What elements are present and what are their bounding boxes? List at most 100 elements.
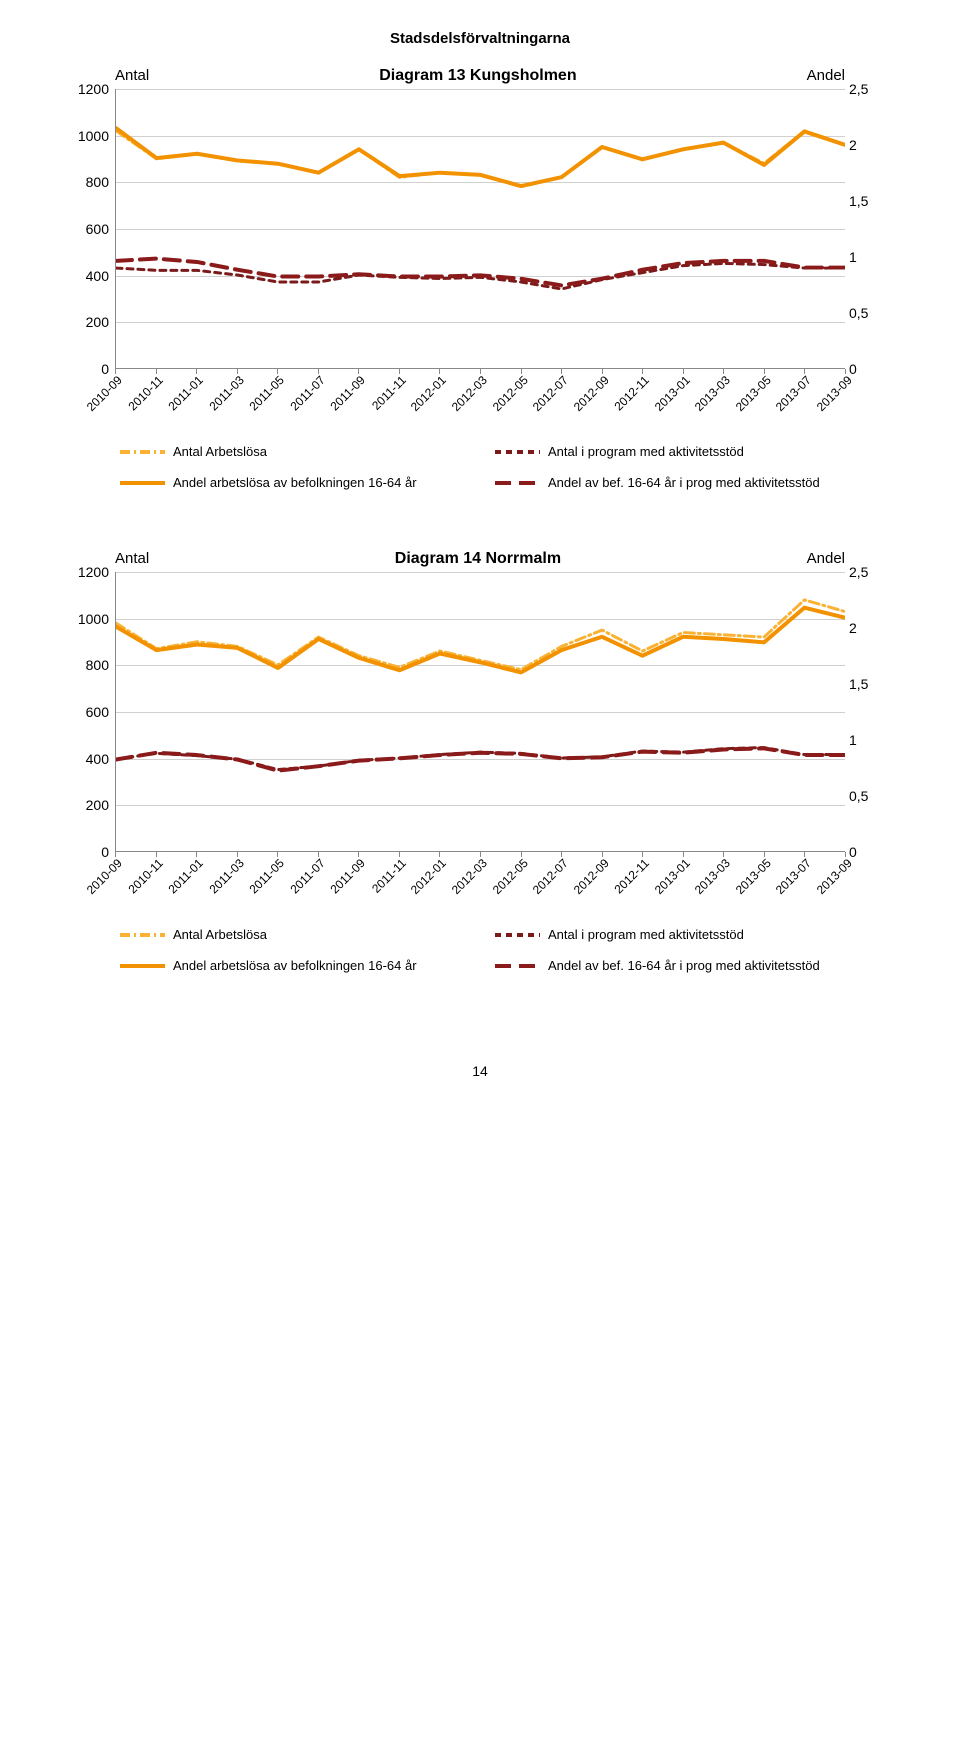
plot-wrap: 02004006008001000120000,511,522,52010-09… — [115, 572, 845, 892]
legend-item: Andel av bef. 16-64 år i prog med aktivi… — [495, 475, 840, 490]
y-tick-right: 2,5 — [847, 81, 893, 97]
legend-label: Antal Arbetslösa — [173, 927, 267, 942]
series-antal_arbetslosa — [116, 600, 845, 670]
x-tick-label: 2013-03 — [692, 856, 733, 897]
y-axis-right: 00,511,522,5 — [847, 89, 895, 369]
y-tick-left: 1000 — [65, 128, 111, 144]
x-tick-label: 2011-09 — [328, 856, 368, 896]
y-tick-right: 1 — [847, 732, 893, 748]
y-tick-left: 800 — [65, 174, 111, 190]
series-svg — [116, 572, 845, 851]
y-axis-left: 020040060080010001200 — [65, 572, 113, 852]
y-tick-left: 400 — [65, 268, 111, 284]
x-tick-label: 2010-09 — [84, 856, 125, 897]
x-tick-label: 2011-07 — [287, 856, 327, 896]
legend-label: Antal i program med aktivitetsstöd — [548, 444, 744, 459]
x-tick-label: 2011-09 — [328, 373, 368, 413]
axis-label-right: Andel — [807, 67, 845, 85]
x-tick-label: 2012-01 — [408, 373, 449, 414]
axis-label-left: Antal — [115, 67, 149, 85]
legend: Antal Arbetslösa Antal i program med akti… — [120, 444, 840, 490]
x-tick-label: 2011-01 — [166, 373, 206, 413]
y-tick-left: 200 — [65, 797, 111, 813]
y-axis-left: 020040060080010001200 — [65, 89, 113, 369]
chart-kungsholmen: AntalDiagram 13 KungsholmenAndel02004006… — [65, 67, 895, 490]
series-andel_arbetslosa — [116, 128, 845, 186]
x-tick-label: 2010-11 — [125, 856, 165, 896]
y-tick-left: 800 — [65, 657, 111, 673]
plot-area — [115, 572, 845, 852]
x-tick-label: 2012-01 — [408, 856, 449, 897]
x-tick-label: 2011-03 — [206, 373, 246, 413]
y-tick-left: 1200 — [65, 81, 111, 97]
x-tick-label: 2012-11 — [612, 856, 652, 896]
legend-label: Andel arbetslösa av befolkningen 16-64 å… — [173, 958, 417, 973]
x-tick-label: 2012-03 — [449, 373, 490, 414]
legend-item: Antal i program med aktivitetsstöd — [495, 927, 840, 942]
legend-label: Andel av bef. 16-64 år i prog med aktivi… — [548, 958, 820, 973]
axis-label-left: Antal — [115, 550, 149, 568]
legend-label: Antal i program med aktivitetsstöd — [548, 927, 744, 942]
legend-item: Andel av bef. 16-64 år i prog med aktivi… — [495, 958, 840, 973]
x-tick-label: 2011-11 — [369, 856, 409, 896]
legend-swatch — [495, 476, 540, 490]
y-tick-right: 1,5 — [847, 193, 893, 209]
x-tick-label: 2012-03 — [449, 856, 490, 897]
y-tick-right: 0,5 — [847, 305, 893, 321]
x-tick-label: 2012-07 — [530, 856, 571, 897]
x-tick-label: 2013-01 — [652, 373, 693, 414]
y-tick-right: 0,5 — [847, 788, 893, 804]
x-tick-label: 2012-05 — [489, 373, 530, 414]
legend-label: Andel av bef. 16-64 år i prog med aktivi… — [548, 475, 820, 490]
x-tick-label: 2013-09 — [814, 373, 855, 414]
y-tick-left: 200 — [65, 314, 111, 330]
legend-label: Andel arbetslösa av befolkningen 16-64 å… — [173, 475, 417, 490]
legend-swatch — [120, 959, 165, 973]
y-tick-right: 1 — [847, 249, 893, 265]
x-tick-label: 2011-07 — [287, 373, 327, 413]
series-andel_arbetslosa — [116, 608, 845, 673]
y-tick-right: 2 — [847, 620, 893, 636]
legend-item: Andel arbetslösa av befolkningen 16-64 å… — [120, 475, 465, 490]
legend-swatch — [120, 476, 165, 490]
legend-swatch — [120, 445, 165, 459]
y-tick-right: 2 — [847, 137, 893, 153]
legend-item: Antal i program med aktivitetsstöd — [495, 444, 840, 459]
x-tick-label: 2011-01 — [166, 856, 206, 896]
series-andel_program — [116, 748, 845, 770]
legend-swatch — [495, 959, 540, 973]
y-tick-right: 0 — [847, 361, 893, 377]
x-axis: 2010-092010-112011-012011-032011-052011-… — [115, 852, 845, 892]
chart-title: Diagram 14 Norrmalm — [149, 550, 806, 568]
x-tick-label: 2013-07 — [773, 373, 814, 414]
legend-swatch — [120, 928, 165, 942]
chart-header: AntalDiagram 14 NorrmalmAndel — [65, 550, 895, 572]
y-tick-right: 1,5 — [847, 676, 893, 692]
legend-item: Andel arbetslösa av befolkningen 16-64 å… — [120, 958, 465, 973]
y-tick-left: 400 — [65, 751, 111, 767]
y-axis-right: 00,511,522,5 — [847, 572, 895, 852]
x-tick-label: 2012-05 — [489, 856, 530, 897]
x-tick-label: 2013-03 — [692, 373, 733, 414]
page-number: 14 — [0, 1033, 960, 1099]
y-tick-left: 600 — [65, 704, 111, 720]
y-tick-right: 0 — [847, 844, 893, 860]
legend-item: Antal Arbetslösa — [120, 444, 465, 459]
x-tick-label: 2013-05 — [733, 373, 774, 414]
y-tick-left: 1000 — [65, 611, 111, 627]
axis-label-right: Andel — [807, 550, 845, 568]
chart-norrmalm: AntalDiagram 14 NorrmalmAndel02004006008… — [65, 550, 895, 973]
x-tick-label: 2013-01 — [652, 856, 693, 897]
y-tick-left: 0 — [65, 844, 111, 860]
x-tick-label: 2012-09 — [571, 856, 612, 897]
x-tick-label: 2011-11 — [369, 373, 409, 413]
legend-swatch — [495, 928, 540, 942]
page-title: Stadsdelsförvaltningarna — [0, 0, 960, 67]
series-andel_program — [116, 259, 845, 286]
x-tick-label: 2012-09 — [571, 373, 612, 414]
legend-label: Antal Arbetslösa — [173, 444, 267, 459]
x-tick-label: 2010-11 — [125, 373, 165, 413]
plot-area — [115, 89, 845, 369]
y-tick-left: 1200 — [65, 564, 111, 580]
x-tick-label: 2012-11 — [612, 373, 652, 413]
